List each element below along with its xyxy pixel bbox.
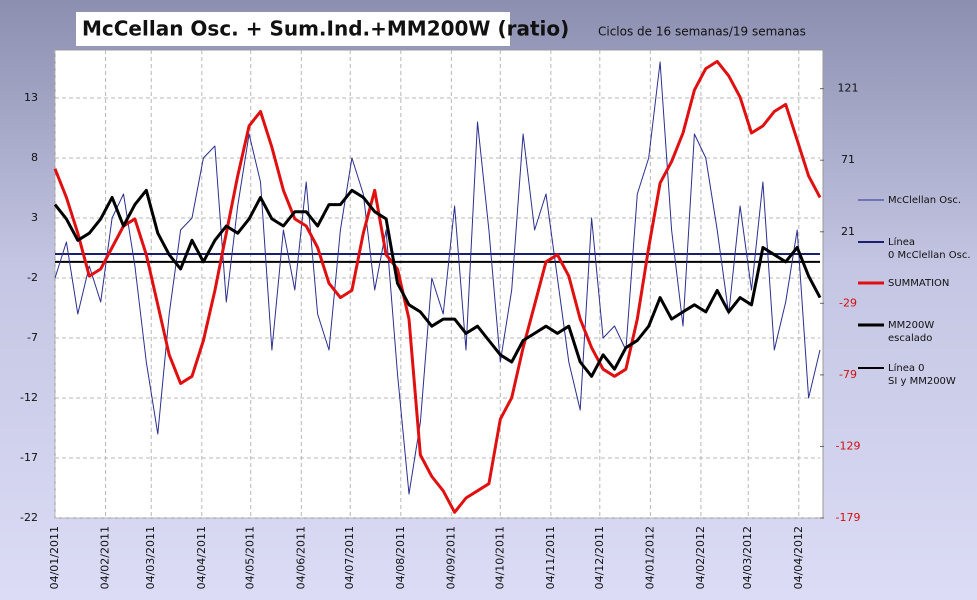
- x-tick-label: 04/05/2011: [244, 526, 257, 589]
- legend-label: McClellan Osc.: [888, 195, 961, 206]
- x-tick-label: 04/09/2011: [444, 526, 457, 589]
- legend-label: Línea 0 McClellan Osc.: [888, 236, 971, 261]
- series-line: [53, 188, 822, 378]
- y2-tick-label: -129: [836, 439, 861, 452]
- x-tick-label: 04/12/2011: [593, 526, 606, 589]
- legend-label: SUMMATION: [888, 278, 949, 289]
- y2-tick-label: 71: [841, 153, 855, 166]
- legend: McClellan Osc. Línea 0 McClellan Osc. SUMMA…: [858, 195, 971, 387]
- y-tick-label: -12: [20, 391, 38, 404]
- x-tick-label: 04/07/2011: [343, 526, 356, 589]
- plot-area: [54, 49, 824, 519]
- y2-tick-label: -179: [836, 511, 861, 524]
- x-tick-label: 04/04/2012: [792, 526, 805, 589]
- x-tick-label: 04/06/2011: [294, 526, 307, 589]
- x-tick-label: 04/04/2011: [195, 526, 208, 589]
- y2-tick-label: -79: [839, 368, 857, 381]
- x-tick-label: 04/02/2012: [694, 526, 707, 589]
- x-tick-label: 04/11/2011: [544, 526, 557, 589]
- y-tick-label: 3: [31, 211, 38, 224]
- title-box: [76, 12, 510, 46]
- x-tick-label: 04/01/2011: [48, 526, 61, 589]
- chart-title: McCellan Osc. + Sum.Ind.+MM200W (ratio): [82, 17, 569, 41]
- y-tick-label: -22: [20, 511, 38, 524]
- x-tick-label: 04/01/2012: [643, 526, 656, 589]
- y-tick-label: -17: [20, 451, 38, 464]
- legend-label: MM200W escalado: [888, 320, 934, 344]
- x-tick-label: 04/03/2012: [741, 526, 754, 589]
- y-tick-label: 8: [31, 151, 38, 164]
- legend-label: Línea 0 SI y MM200W: [888, 362, 956, 387]
- x-tick-label: 04/03/2011: [144, 526, 157, 589]
- chart-subtitle: Ciclos de 16 semanas/19 semanas: [598, 25, 806, 39]
- x-tick-label: 04/08/2011: [394, 526, 407, 589]
- series-line: [53, 59, 822, 514]
- y2-tick-label: 21: [841, 225, 855, 238]
- y2-tick-label: 121: [838, 82, 859, 95]
- y-tick-label: -7: [27, 331, 38, 344]
- y2-tick-label: -29: [839, 296, 857, 309]
- y-tick-label: -2: [27, 271, 38, 284]
- x-tick-label: 04/10/2011: [493, 526, 506, 589]
- series-line: [54, 61, 821, 495]
- y-tick-label: 13: [24, 91, 38, 104]
- x-tick-label: 04/02/2011: [99, 526, 112, 589]
